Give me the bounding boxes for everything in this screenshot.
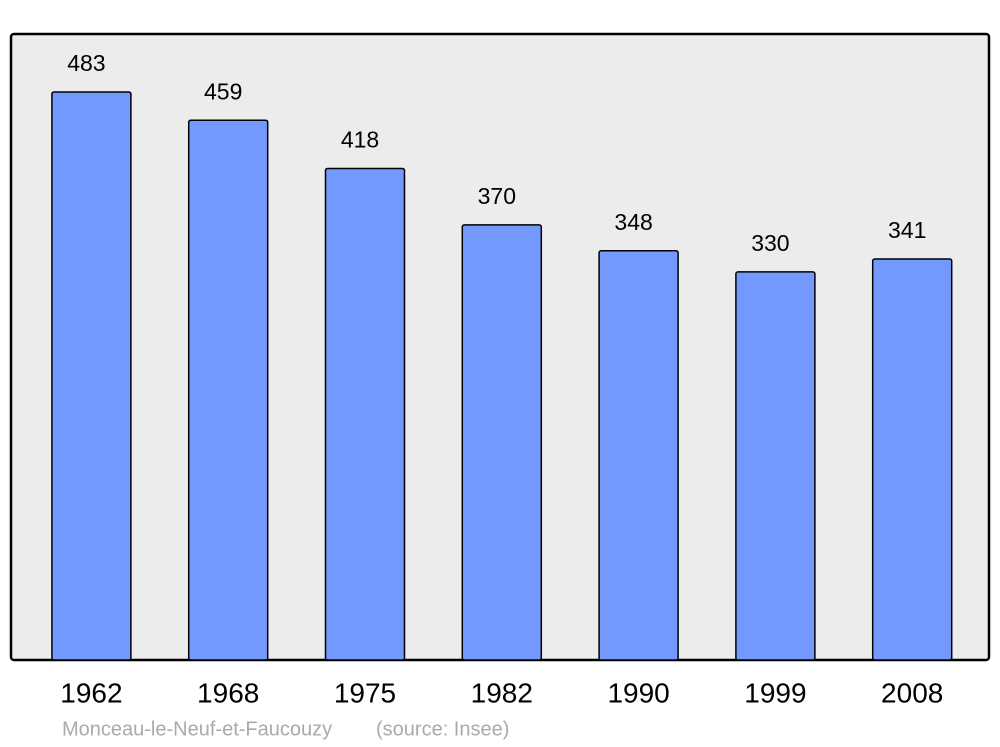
bar (461, 224, 543, 661)
bar (324, 167, 406, 661)
bar (51, 91, 132, 661)
value-label: 483 (67, 50, 105, 76)
value-label: 459 (204, 78, 242, 104)
bar (735, 271, 816, 661)
x-tick-label: 1975 (334, 677, 396, 708)
value-label: 370 (478, 183, 516, 209)
value-label: 330 (751, 230, 789, 256)
bar (598, 250, 679, 661)
source: (source: Insee) (376, 718, 509, 740)
x-tick-label: 1999 (744, 677, 806, 708)
x-tick-label: 1962 (60, 677, 122, 708)
x-tick-label: 1990 (607, 677, 669, 708)
bar (187, 119, 269, 661)
bar (871, 258, 953, 661)
x-tick-label: 1982 (471, 677, 533, 708)
value-label: 348 (614, 209, 652, 235)
value-label: 341 (888, 217, 926, 243)
x-tick-label: 1968 (197, 677, 259, 708)
caption: Monceau-le-Neuf-et-Faucouzy (62, 718, 332, 740)
x-tick-label: 2008 (881, 677, 943, 708)
value-label: 418 (341, 127, 379, 153)
